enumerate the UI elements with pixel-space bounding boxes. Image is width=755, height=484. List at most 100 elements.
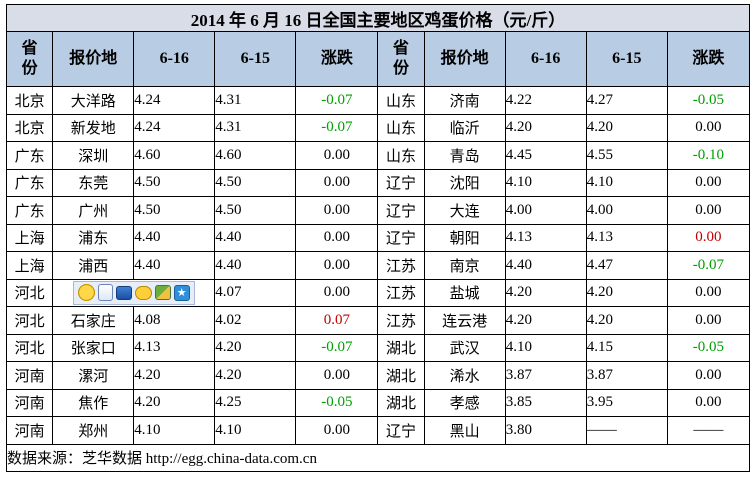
province-cell: 辽宁: [377, 416, 425, 445]
price-616-cell: 4.24: [133, 113, 216, 142]
price-615-cell: 4.10: [214, 416, 297, 445]
location-cell: 石家庄: [52, 306, 135, 335]
change-cell: -0.07: [295, 333, 379, 362]
change-cell: 0.00: [295, 251, 379, 280]
province-cell: 河南: [5, 361, 54, 390]
price-616-cell: 4.40: [133, 223, 216, 252]
price-615-cell: 4.20: [585, 113, 668, 142]
smiley-icon[interactable]: [77, 284, 95, 302]
province-cell: 辽宁: [377, 223, 425, 252]
province-cell: 河南: [5, 416, 54, 445]
province-cell: 湖北: [377, 333, 425, 362]
location-cell: 广州: [52, 196, 135, 225]
price-616-cell: 4.40: [504, 251, 587, 280]
change-cell: 0.00: [295, 141, 379, 170]
document-icon[interactable]: [97, 284, 113, 302]
change-cell: 0.00: [295, 416, 379, 445]
province-cell: 上海: [5, 251, 54, 280]
price-615-cell: ——: [585, 416, 668, 445]
data-source-footer: 数据来源：芝华数据 http://egg.china-data.com.cn: [6, 443, 750, 472]
table-row: 广东 深圳 4.60 4.60 0.00 山东 青岛 4.45 4.55 -0.10: [5, 141, 751, 170]
province-cell: 辽宁: [377, 168, 425, 197]
picture-icon[interactable]: [154, 285, 171, 301]
price-616-cell: 4.20: [133, 361, 216, 390]
table-row: 河北 石家庄 4.08 4.02 0.07 江苏 连云港 4.20 4.20 0.00: [5, 306, 751, 335]
province-cell: 湖北: [377, 388, 425, 417]
change-cell: 0.00: [295, 196, 379, 225]
floating-toolbar-cell: ★: [52, 278, 216, 307]
table-row: 北京 大洋路 4.24 4.31 -0.07 山东 济南 4.22 4.27 -0.05: [5, 86, 751, 115]
location-cell: 浠水: [423, 361, 506, 390]
monitor-icon[interactable]: [115, 285, 132, 300]
location-cell: 朝阳: [423, 223, 506, 252]
change-cell: 0.00: [666, 168, 751, 197]
province-cell: 广东: [5, 141, 54, 170]
province-cell: 江苏: [377, 251, 425, 280]
price-616-cell: 4.22: [504, 86, 587, 115]
table-row: 广东 东莞 4.50 4.50 0.00 辽宁 沈阳 4.10 4.10 0.00: [5, 168, 751, 197]
province-cell: 山东: [377, 141, 425, 170]
change-cell: -0.07: [666, 251, 751, 280]
change-cell: -0.05: [666, 86, 751, 115]
province-cell: 上海: [5, 223, 54, 252]
location-cell: 浦西: [52, 251, 135, 280]
price-616-cell: 4.00: [504, 196, 587, 225]
price-615-cell: 4.55: [585, 141, 668, 170]
price-616-cell: 3.87: [504, 361, 587, 390]
location-cell: 张家口: [52, 333, 135, 362]
chat-bubble-icon[interactable]: [134, 285, 152, 300]
floating-toolbar[interactable]: ★: [72, 280, 195, 305]
price-615-cell: 4.15: [585, 333, 668, 362]
province-cell: 广东: [5, 196, 54, 225]
location-cell: 大连: [423, 196, 506, 225]
table-row: 河南 漯河 4.20 4.20 0.00 湖北 浠水 3.87 3.87 0.00: [5, 361, 751, 390]
star-icon[interactable]: ★: [173, 284, 190, 301]
location-cell: 连云港: [423, 306, 506, 335]
change-cell: 0.00: [295, 223, 379, 252]
header-date2-left: 6-15: [214, 31, 297, 87]
header-change-left: 涨跌: [295, 31, 379, 87]
change-cell: 0.00: [666, 196, 751, 225]
location-cell: 浦东: [52, 223, 135, 252]
change-cell: 0.00: [666, 113, 751, 142]
price-615-cell: 4.25: [214, 388, 297, 417]
price-615-cell: 4.20: [585, 278, 668, 307]
change-cell: ——: [666, 416, 751, 445]
location-cell: 孝感: [423, 388, 506, 417]
price-616-cell: 4.20: [133, 388, 216, 417]
price-615-cell: 4.02: [214, 306, 297, 335]
header-date1-left: 6-16: [133, 31, 216, 87]
location-cell: 大洋路: [52, 86, 135, 115]
location-cell: 沈阳: [423, 168, 506, 197]
header-location-left: 报价地: [52, 31, 135, 87]
table-row: 河北 张家口 4.13 4.20 -0.07 湖北 武汉 4.10 4.15 -0.05: [5, 333, 751, 362]
province-cell: 辽宁: [377, 196, 425, 225]
price-615-cell: 4.31: [214, 113, 297, 142]
change-cell: -0.05: [666, 333, 751, 362]
table-row: 河南 郑州 4.10 4.10 0.00 辽宁 黑山 3.80 —— ——: [5, 416, 751, 445]
table-row: 河北 ★ 4.07 0.00 江苏 盐城 4.20 4.20 0.00: [5, 278, 751, 307]
footer-row: 数据来源：芝华数据 http://egg.china-data.com.cn: [6, 443, 750, 472]
price-615-cell: 4.60: [214, 141, 297, 170]
location-cell: 临沂: [423, 113, 506, 142]
price-615-cell: 4.00: [585, 196, 668, 225]
price-615-cell: 4.27: [585, 86, 668, 115]
location-cell: 青岛: [423, 141, 506, 170]
province-cell: 北京: [5, 113, 54, 142]
price-616-cell: 4.10: [504, 333, 587, 362]
location-cell: 郑州: [52, 416, 135, 445]
price-616-cell: 4.13: [504, 223, 587, 252]
price-616-cell: 4.40: [133, 251, 216, 280]
price-615-cell: 4.31: [214, 86, 297, 115]
location-cell: 焦作: [52, 388, 135, 417]
price-616-cell: 4.20: [504, 306, 587, 335]
change-cell: 0.00: [295, 361, 379, 390]
change-cell: 0.00: [295, 168, 379, 197]
location-cell: 东莞: [52, 168, 135, 197]
price-615-cell: 4.50: [214, 168, 297, 197]
change-cell: -0.05: [295, 388, 379, 417]
change-cell: -0.07: [295, 113, 379, 142]
change-cell: 0.00: [295, 278, 379, 307]
location-cell: 漯河: [52, 361, 135, 390]
price-616-cell: 4.50: [133, 196, 216, 225]
